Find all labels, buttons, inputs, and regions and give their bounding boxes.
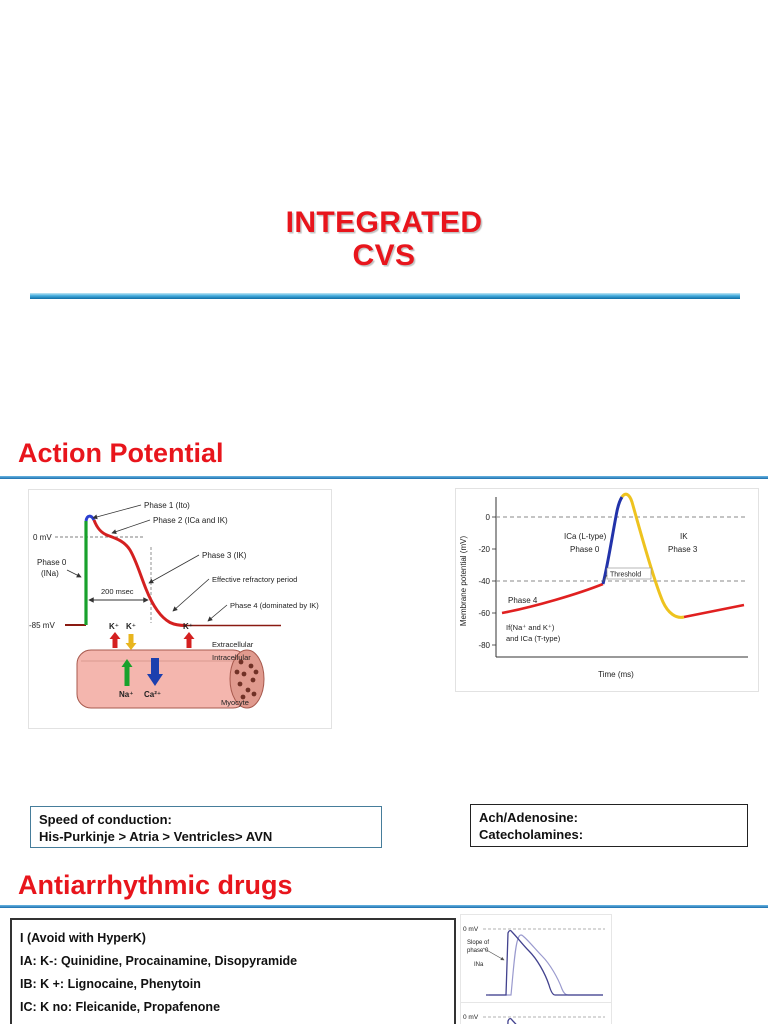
zero-mv-label: 0 mV [33, 533, 52, 542]
y-axis-label: Membrane potential (mV) [459, 536, 468, 627]
phase4-red-segment-2 [683, 603, 745, 619]
mini-chart-1-svg: 0 mV Slope of phase 0 INa [463, 926, 605, 996]
autonomic-effects-box: Ach/Adenosine: Catecholamines: [470, 804, 748, 847]
funny-current-label-line2: and ICa (T-type) [506, 634, 561, 643]
phase0-label-line1: Phase 0 [37, 558, 67, 567]
title-divider-line [30, 293, 740, 299]
title-line-2: CVS [352, 239, 416, 272]
phase3-leader-line [148, 554, 200, 584]
zero-mv-label: 0 mV [463, 926, 479, 933]
conduction-title: Speed of conduction: [39, 812, 172, 827]
phase0-label: Phase 0 [570, 545, 600, 554]
phase0-label-line2: (INa) [41, 569, 59, 578]
phase3-label: Phase 3 (IK) [202, 551, 247, 560]
control-trace [486, 929, 603, 996]
ventricular-ap-svg: 0 mV -85 mV Phase 0 (INa) 200 msec Phase… [29, 501, 319, 709]
phase1-notch-blue [84, 514, 96, 522]
ca-ion-label: Ca²⁺ [144, 690, 161, 699]
phase2-phase3-red-curve [92, 519, 187, 627]
myofibril-dots [234, 659, 259, 700]
mini-chart-2-svg: 0 mV Slope of [463, 1014, 605, 1024]
drug-line-class-ic: IC: K no: Fleicanide, Propafenone [20, 999, 221, 1014]
phase4-red-segment [501, 582, 604, 615]
tick-minus60: -60 [478, 609, 490, 618]
erp-leader-line [172, 578, 210, 612]
sodium-influx-arrow [121, 659, 133, 686]
phase1-leader-line [92, 504, 142, 520]
heading-antiarrhythmic-drugs: Antiarrhythmic drugs [18, 870, 293, 900]
phase3-yellow-segment [620, 492, 685, 619]
phase4-leader-line [207, 604, 228, 622]
tick-minus80: -80 [478, 641, 490, 650]
conduction-speed-box: Speed of conduction: His-Purkinje > Atri… [30, 806, 382, 848]
threshold-tag-box [606, 567, 652, 580]
title-line-1: INTEGRATED [285, 206, 483, 239]
threshold-label: Threshold [610, 572, 641, 579]
slope-leader-line [482, 947, 505, 961]
phase2-leader-line [111, 519, 151, 534]
threshold-leader [602, 574, 608, 583]
phase1-label: Phase 1 (Ito) [144, 501, 190, 510]
drug-line-class-ia: IA: K-: Quinidine, Procainamine, Disopyr… [20, 953, 298, 968]
phase0-blue-segment [601, 496, 624, 585]
calcium-influx-arrow [147, 658, 163, 686]
k-ion-label-1: K⁺ [109, 622, 119, 631]
duration-label: 200 msec [101, 587, 134, 596]
pacemaker-ap-svg: 0 -20 -40 -60 -80 Membrane potential (mV… [459, 492, 748, 679]
k-ion-label-3: K⁺ [183, 622, 193, 631]
phase3-label: Phase 3 [668, 545, 698, 554]
zero-mv-label: 0 mV [463, 1014, 479, 1021]
ik-label: IK [680, 532, 688, 541]
phase4-label: Phase 4 [508, 596, 538, 605]
extracellular-label: Extracellular [212, 640, 254, 649]
control-trace [507, 1017, 517, 1024]
autonomic-line-1: Ach/Adenosine: [479, 810, 578, 825]
slope-label-line2: phase 0 [467, 948, 489, 954]
myocyte-label: Myocyte [221, 698, 249, 707]
autonomic-line-2: Catecholamines: [479, 827, 584, 842]
drug-line-class-ib: IB: K +: Lignocaine, Phenytoin [20, 976, 201, 991]
ina-label: INa [474, 962, 484, 968]
tick-minus40: -40 [478, 577, 490, 586]
heading-underline-action-potential [0, 476, 768, 479]
phase0-leader-line [66, 569, 82, 578]
na-ion-label: Na⁺ [119, 690, 133, 699]
potassium-efflux-arrow-2 [183, 632, 195, 648]
x-axis-label: Time (ms) [598, 670, 634, 679]
potassium-influx-arrow [125, 634, 137, 650]
class-i-drugs-box: I (Avoid with HyperK) IA: K-: Quinidine,… [10, 918, 456, 1024]
tick-minus20: -20 [478, 545, 490, 554]
drug-line-class-i: I (Avoid with HyperK) [20, 930, 146, 945]
class-i-effect-chart-1: 0 mV Slope of phase 0 INa [460, 914, 612, 1006]
erp-label: Effective refractory period [212, 575, 297, 584]
tick-0: 0 [486, 513, 491, 522]
potassium-efflux-arrow-1 [109, 632, 121, 648]
ventricular-action-potential-figure: 0 mV -85 mV Phase 0 (INa) 200 msec Phase… [28, 489, 332, 729]
pacemaker-action-potential-figure: 0 -20 -40 -60 -80 Membrane potential (mV… [455, 488, 759, 692]
drug-effect-trace [489, 934, 603, 996]
conduction-body: His-Purkinje > Atria > Ventricles> AVN [39, 829, 273, 844]
intracellular-label: Intracellular [212, 653, 251, 662]
slide-title: INTEGRATED CVS [0, 206, 768, 272]
heading-underline-antiarrhythmic [0, 905, 768, 908]
phase4-label: Phase 4 (dominated by IK) [230, 601, 319, 610]
y-axis-ticks [492, 516, 496, 646]
slope-label-line1: Slope of [467, 940, 489, 946]
minus85-mv-label: -85 mV [29, 621, 55, 630]
k-ion-label-2: K⁺ [126, 622, 136, 631]
phase2-label: Phase 2 (ICa and IK) [153, 516, 228, 525]
heading-action-potential: Action Potential [18, 438, 224, 468]
class-i-effect-chart-2: 0 mV Slope of [460, 1002, 612, 1024]
ica-ltype-label: ICa (L-type) [564, 532, 607, 541]
funny-current-label-line1: If(Na⁺ and K⁺) [506, 623, 555, 632]
myocyte-drawing [76, 649, 265, 709]
